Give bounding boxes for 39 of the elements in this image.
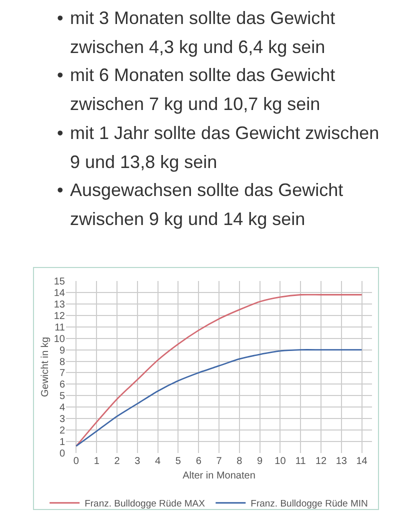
legend-label: Franz. Bulldogge Rüde MIN — [250, 498, 368, 510]
y-tick-label: 2 — [59, 426, 66, 437]
legend-label: Franz. Bulldogge Rüde MAX — [84, 498, 206, 510]
x-tick-label: 8 — [236, 456, 243, 467]
x-tick-label: 9 — [257, 456, 264, 467]
x-tick-label: 1 — [94, 456, 100, 467]
x-tick-label: 7 — [216, 456, 222, 467]
y-tick-label: 1 — [59, 437, 66, 448]
y-tick-label: 9 — [59, 345, 66, 356]
line-series — [76, 294, 362, 447]
y-tick-label: 14 — [54, 288, 66, 299]
x-tick-label: 0 — [73, 456, 80, 467]
x-tick-label: 11 — [295, 456, 306, 467]
y-axis-title: Gewicht in kg — [40, 336, 51, 398]
x-tick-label: 13 — [336, 456, 348, 467]
y-tick-label: 6 — [59, 380, 66, 391]
y-tick-label: 0 — [59, 448, 66, 460]
y-tick-label: 5 — [59, 391, 66, 402]
y-tick-label: 3 — [59, 414, 66, 426]
text: • Ausgewachsen sollte das Gewicht zwischen 9 kg und 14 kg sein — [57, 179, 344, 229]
x-tick-label: 10 — [274, 456, 286, 467]
y-tick-label: 7 — [59, 368, 66, 380]
y-tick-label: 13 — [54, 299, 66, 310]
y-tick-label: 8 — [59, 356, 66, 368]
y-tick-label: 12 — [54, 310, 66, 322]
y-tick-label: 4 — [59, 402, 66, 414]
x-tick-label: 3 — [134, 456, 141, 467]
x-axis-title: Alter in Monaten — [182, 470, 256, 482]
x-tick-label: 4 — [155, 456, 162, 467]
y-tick-label: 11 — [54, 322, 66, 334]
x-tick-label: 6 — [196, 456, 202, 467]
x-tick-label: 2 — [114, 456, 120, 467]
y-tick-label: 10 — [54, 334, 66, 345]
x-tick-label: 5 — [175, 456, 182, 467]
text: • mit 1 Jahr sollte das Gewicht zwischen 9 und 13,8 kg sein — [57, 122, 380, 172]
line-series — [76, 349, 362, 447]
x-tick-label: 12 — [315, 456, 327, 467]
y-tick-label: 15 — [54, 276, 66, 288]
x-tick-label: 14 — [356, 456, 368, 467]
